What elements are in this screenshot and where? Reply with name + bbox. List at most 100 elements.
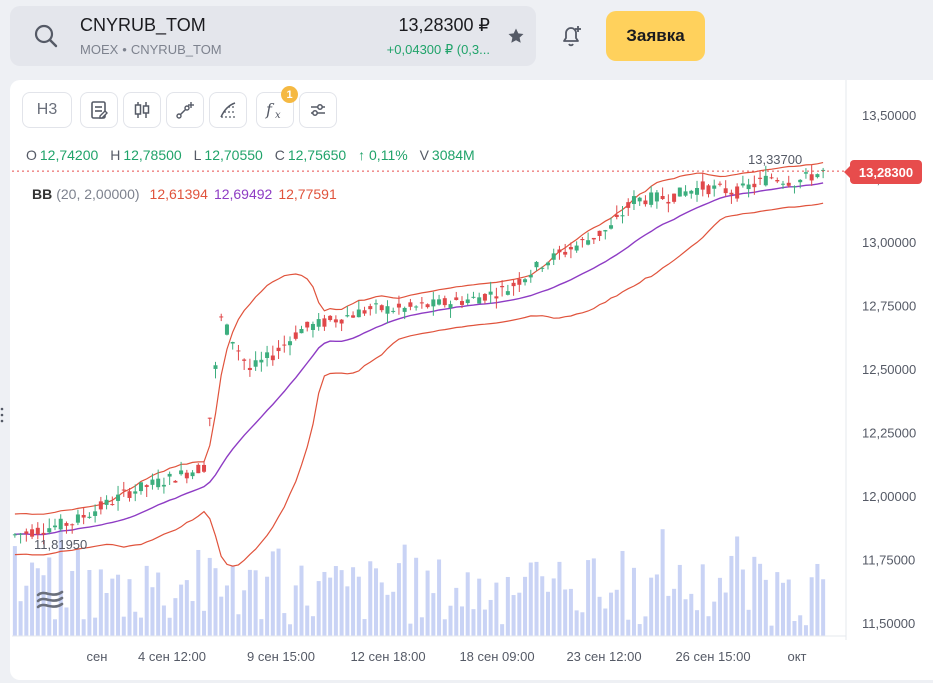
- candle-body: [798, 179, 803, 183]
- volume-bar: [763, 579, 768, 636]
- candle-body: [488, 291, 493, 295]
- volume-bar: [322, 571, 327, 636]
- volume-bar: [563, 589, 568, 636]
- volume-bar: [310, 616, 315, 636]
- notes-icon: [91, 101, 108, 119]
- interval-selector[interactable]: Н3: [22, 92, 72, 128]
- candle-body: [672, 193, 677, 202]
- candle-body: [631, 196, 636, 205]
- volume-bar: [597, 596, 602, 636]
- candle-body: [30, 529, 35, 537]
- volume-bar: [551, 578, 556, 636]
- candle-body: [683, 191, 688, 196]
- candle: [328, 315, 333, 322]
- candle: [488, 281, 493, 304]
- close-label: C: [274, 147, 285, 163]
- volume-bar: [758, 563, 763, 636]
- volume-bar: [179, 584, 184, 636]
- volume-bar: [809, 577, 814, 636]
- volume-bar: [706, 616, 711, 636]
- settings-button[interactable]: [299, 92, 337, 128]
- change-percent: ↑ 0,11%: [358, 147, 408, 163]
- x-tick-label: сен: [87, 649, 108, 664]
- candle: [396, 295, 401, 315]
- volume-bar: [574, 610, 579, 636]
- candle: [104, 495, 109, 510]
- y-tick-label: 13,00000: [862, 235, 916, 250]
- fibonacci-button[interactable]: [209, 92, 247, 128]
- candle-body: [93, 511, 98, 516]
- candle-body: [821, 169, 826, 171]
- price-alert-button[interactable]: [552, 14, 590, 58]
- candle: [809, 165, 814, 186]
- instrument-bar[interactable]: CNYRUB_TOM MOEX • CNYRUB_TOM 13,28300 ₽ +0…: [10, 6, 536, 66]
- volume-bar: [414, 557, 419, 636]
- bb-params: (20, 2,00000): [56, 186, 140, 202]
- x-tick-label: 12 сен 18:00: [350, 649, 425, 664]
- candle-body: [637, 197, 642, 202]
- candle-body: [242, 359, 247, 361]
- candle-body: [654, 192, 659, 202]
- bollinger-legend[interactable]: BB (20, 2,00000) 12,61394 12,69492 12,77591: [32, 186, 337, 202]
- candle-body: [746, 184, 751, 190]
- candle: [821, 167, 826, 179]
- candle: [190, 470, 195, 480]
- volume-value: 3084M: [431, 147, 475, 163]
- candle: [276, 340, 281, 360]
- candle: [649, 186, 654, 208]
- volume-bar: [224, 585, 229, 636]
- candle-body: [758, 177, 763, 179]
- volume-bar: [328, 577, 333, 636]
- volume-bar: [116, 574, 121, 636]
- candle: [236, 344, 241, 361]
- volume-bar: [144, 565, 149, 636]
- star-icon[interactable]: [506, 26, 526, 46]
- candle: [351, 311, 356, 318]
- candle-body: [379, 305, 384, 311]
- panel-drag-handle[interactable]: [0, 406, 4, 424]
- candle: [305, 321, 310, 332]
- fibonacci-icon: [220, 102, 236, 118]
- candle: [815, 173, 820, 179]
- volume-bar: [500, 624, 505, 636]
- candle-body: [431, 299, 436, 307]
- volume-bar: [442, 619, 447, 636]
- bb-upper-line: [14, 162, 824, 515]
- candle-body: [351, 315, 356, 318]
- notes-button[interactable]: [80, 92, 118, 128]
- volume-bar: [305, 605, 310, 636]
- candle: [700, 172, 705, 197]
- candle: [603, 229, 608, 240]
- candle-body: [500, 285, 505, 288]
- volume-bar: [626, 619, 631, 636]
- candle: [242, 358, 247, 370]
- volume-bar: [253, 570, 258, 636]
- candle: [24, 528, 29, 542]
- candle: [769, 173, 774, 180]
- volume-bar: [391, 591, 396, 636]
- settings-sliders-icon: [311, 104, 325, 116]
- candle: [511, 279, 516, 296]
- candle: [666, 194, 671, 213]
- high-label: H: [110, 147, 121, 163]
- candle-body: [769, 177, 774, 179]
- candle: [64, 521, 69, 534]
- order-button[interactable]: Заявка: [606, 11, 705, 61]
- volume-bar: [609, 592, 614, 636]
- candle-body: [47, 528, 52, 533]
- candle-body: [121, 489, 126, 491]
- volume-bar: [64, 607, 69, 636]
- draw-line-button[interactable]: [166, 92, 204, 128]
- candle-body: [442, 298, 447, 306]
- volume-bar: [677, 564, 682, 636]
- volume-bar: [104, 593, 109, 636]
- volume-bar: [488, 599, 493, 636]
- candle: [282, 335, 287, 353]
- search-icon[interactable]: [32, 22, 60, 50]
- volume-bar: [75, 549, 80, 636]
- candle-body: [620, 215, 625, 217]
- candle: [184, 469, 189, 484]
- candle-body: [75, 514, 80, 523]
- chart-type-button[interactable]: [123, 92, 161, 128]
